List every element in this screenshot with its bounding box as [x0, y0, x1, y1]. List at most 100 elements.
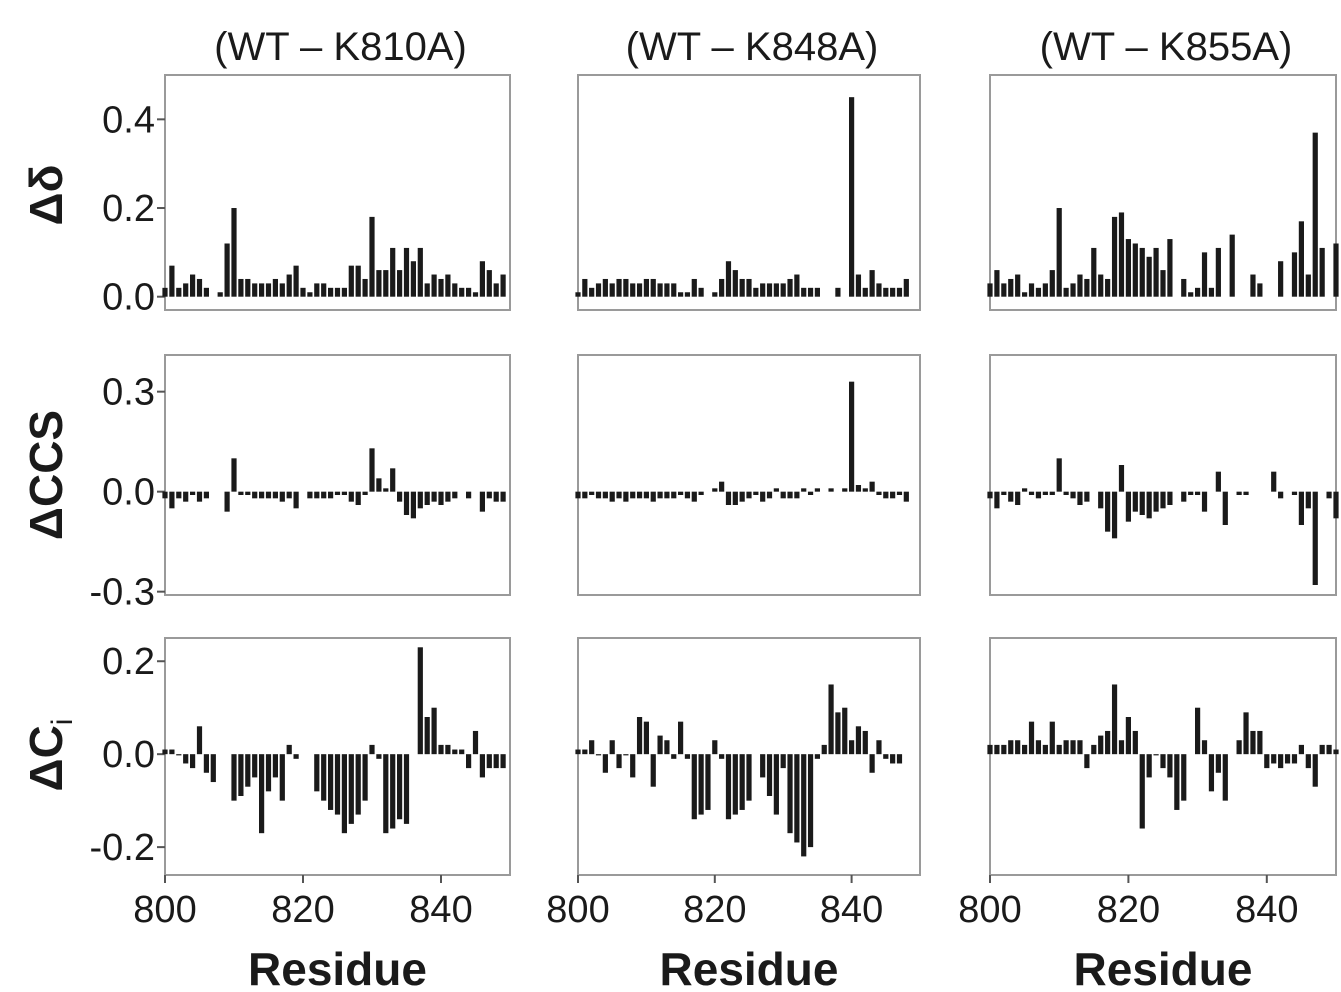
bar: [890, 491, 896, 499]
bar: [575, 749, 581, 755]
bar: [272, 754, 278, 778]
bar: [753, 491, 759, 495]
bar: [1035, 287, 1042, 297]
plot-frame: [577, 354, 921, 596]
bar: [376, 754, 382, 759]
bar: [1167, 239, 1173, 297]
bar: [183, 491, 189, 502]
bar: [801, 754, 807, 857]
bar: [1160, 491, 1166, 509]
bar: [1319, 247, 1325, 297]
x-tick-label: 840: [409, 889, 472, 931]
bar: [773, 754, 779, 815]
bar: [1084, 754, 1090, 769]
bar: [719, 481, 725, 492]
bar: [1035, 491, 1042, 499]
bar: [773, 283, 779, 297]
bar: [1181, 754, 1187, 801]
bar: [486, 491, 492, 499]
bar: [691, 754, 697, 820]
bar: [272, 278, 278, 297]
bar: [1070, 283, 1076, 297]
bar: [636, 491, 643, 499]
bar: [203, 491, 209, 499]
bar: [183, 754, 189, 764]
x-tick-label: 800: [546, 889, 609, 931]
bar: [252, 491, 258, 499]
bar: [445, 274, 451, 297]
bar: [424, 491, 430, 505]
bar: [1278, 491, 1284, 499]
bar: [431, 274, 437, 297]
bar: [355, 754, 361, 815]
bar: [397, 491, 403, 502]
bar: [217, 292, 223, 297]
bar: [746, 278, 752, 297]
bar: [630, 754, 636, 778]
bar: [616, 754, 622, 769]
bar: [1188, 491, 1194, 495]
bar: [691, 491, 697, 502]
bar: [1264, 754, 1270, 769]
bar: [452, 749, 458, 755]
bar: [459, 749, 465, 755]
bar: [1105, 730, 1111, 755]
y-tick-label: 0.0: [102, 277, 155, 319]
bar: [231, 754, 237, 801]
bar: [1118, 465, 1125, 492]
x-tick-label: 820: [683, 889, 746, 931]
y-tick-label: -0.2: [90, 827, 155, 869]
bar: [1001, 491, 1007, 495]
bar: [328, 287, 334, 297]
bar: [630, 491, 636, 499]
bar: [1022, 744, 1028, 755]
bar: [1174, 754, 1180, 810]
bar: [794, 491, 800, 499]
bar: [438, 491, 444, 505]
bar: [725, 754, 732, 820]
bar: [162, 749, 168, 755]
bar: [279, 491, 285, 502]
bar: [1298, 744, 1304, 755]
bar: [732, 270, 738, 297]
bar: [1333, 749, 1339, 755]
bar: [589, 740, 595, 755]
bar: [190, 491, 196, 495]
bar: [1098, 735, 1104, 755]
bar: [369, 744, 375, 755]
bar: [1312, 754, 1318, 787]
bar: [602, 278, 608, 297]
bar: [245, 754, 251, 787]
bar: [334, 287, 341, 297]
bar: [1305, 754, 1311, 769]
bar: [869, 481, 875, 492]
bar: [245, 278, 251, 297]
bar: [739, 491, 745, 502]
bar: [602, 491, 608, 499]
bar: [1118, 212, 1125, 297]
bar: [466, 287, 472, 297]
bar: [493, 491, 499, 502]
bar: [238, 754, 244, 796]
bar: [582, 491, 588, 499]
bar: [479, 491, 485, 512]
bar: [1091, 247, 1097, 297]
bar: [383, 754, 389, 834]
bar: [1098, 274, 1104, 297]
bar: [231, 208, 237, 297]
bar: [890, 754, 896, 764]
bar: [293, 265, 299, 297]
y-axis-label-main: Δδ: [20, 165, 72, 226]
bar: [883, 491, 889, 499]
bar: [1195, 287, 1201, 297]
bar: [896, 491, 903, 495]
bar: [671, 283, 677, 297]
x-tick-label: 800: [133, 889, 196, 931]
bar: [452, 491, 458, 499]
bar: [459, 287, 465, 297]
bar: [176, 287, 182, 297]
bar: [1284, 754, 1291, 764]
bar: [348, 265, 354, 297]
bar: [1305, 491, 1311, 509]
